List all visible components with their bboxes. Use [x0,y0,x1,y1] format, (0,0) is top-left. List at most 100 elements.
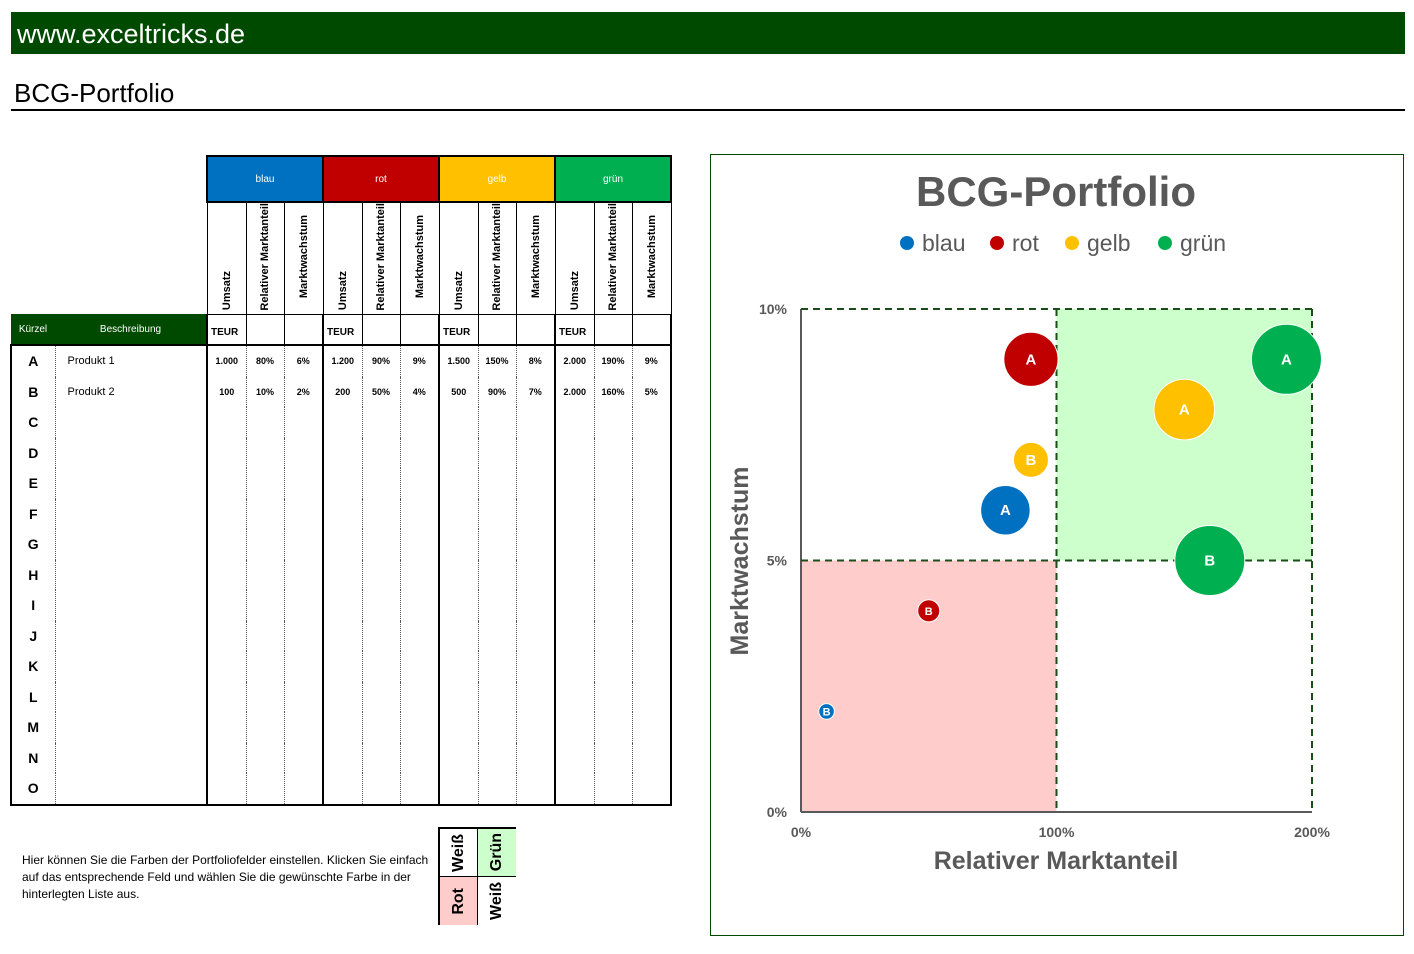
row-value-cell[interactable] [361,620,400,652]
row-value-cell[interactable] [283,559,323,591]
row-value-cell[interactable] [361,590,400,621]
row-value-cell[interactable] [322,529,362,560]
row-value-cell[interactable] [399,559,439,591]
row-value-cell[interactable] [554,498,594,530]
row-value-cell[interactable]: 9% [399,345,439,377]
row-value-cell[interactable] [554,681,594,713]
row-value-cell[interactable] [206,773,246,806]
row-value-cell[interactable] [206,712,246,743]
row-beschreibung[interactable] [54,773,208,806]
quadrant-color-top-right[interactable]: Grün [478,829,516,877]
row-value-cell[interactable] [593,498,632,530]
row-value-cell[interactable] [206,651,246,682]
row-value-cell[interactable] [399,651,439,682]
row-value-cell[interactable]: 9% [631,345,672,377]
bubble-rot-A[interactable] [1003,331,1059,387]
row-value-cell[interactable] [593,681,632,713]
row-value-cell[interactable] [399,498,439,530]
row-value-cell[interactable]: 1.200 [322,345,362,377]
row-value-cell[interactable] [399,742,439,774]
row-value-cell[interactable] [438,773,478,806]
bubble-rot-B[interactable] [917,599,941,623]
row-value-cell[interactable] [631,559,672,591]
row-value-cell[interactable] [245,681,284,713]
row-value-cell[interactable] [477,742,516,774]
row-value-cell[interactable] [245,651,284,682]
row-value-cell[interactable] [554,437,594,469]
row-value-cell[interactable] [206,529,246,560]
row-value-cell[interactable] [554,651,594,682]
bubble-grün-A[interactable] [1250,323,1322,395]
row-value-cell[interactable] [477,468,516,499]
row-beschreibung[interactable] [54,468,208,499]
row-value-cell[interactable] [593,468,632,499]
row-value-cell[interactable] [206,681,246,713]
row-value-cell[interactable] [438,742,478,774]
row-value-cell[interactable] [206,559,246,591]
row-beschreibung[interactable]: Produkt 2 [54,376,208,408]
row-value-cell[interactable] [631,437,672,469]
quadrant-color-bottom-left[interactable]: Rot [440,877,478,925]
row-value-cell[interactable] [593,529,632,560]
row-value-cell[interactable] [515,529,555,560]
row-value-cell[interactable] [322,468,362,499]
row-value-cell[interactable] [322,590,362,621]
row-value-cell[interactable] [593,773,632,806]
row-value-cell[interactable] [361,407,400,438]
row-value-cell[interactable] [515,773,555,806]
row-beschreibung[interactable] [54,529,208,560]
row-value-cell[interactable]: 190% [593,345,632,377]
row-value-cell[interactable] [283,651,323,682]
row-value-cell[interactable] [245,712,284,743]
row-value-cell[interactable] [631,742,672,774]
row-value-cell[interactable] [206,742,246,774]
row-beschreibung[interactable] [54,620,208,652]
row-value-cell[interactable] [322,651,362,682]
row-beschreibung[interactable] [54,712,208,743]
row-value-cell[interactable] [361,712,400,743]
row-value-cell[interactable] [245,773,284,806]
row-value-cell[interactable] [438,590,478,621]
row-value-cell[interactable] [515,468,555,499]
row-value-cell[interactable]: 7% [515,376,555,408]
row-value-cell[interactable] [361,498,400,530]
row-value-cell[interactable] [515,437,555,469]
row-value-cell[interactable] [438,620,478,652]
row-value-cell[interactable] [206,437,246,469]
row-value-cell[interactable] [438,529,478,560]
row-value-cell[interactable] [631,498,672,530]
row-value-cell[interactable] [515,620,555,652]
row-value-cell[interactable] [322,712,362,743]
row-value-cell[interactable] [593,742,632,774]
row-value-cell[interactable] [283,742,323,774]
row-value-cell[interactable] [515,498,555,530]
row-beschreibung[interactable] [54,559,208,591]
row-value-cell[interactable] [554,468,594,499]
row-value-cell[interactable] [593,407,632,438]
bubble-blau-A[interactable] [980,484,1031,536]
row-value-cell[interactable] [438,407,478,438]
row-value-cell[interactable] [245,437,284,469]
row-beschreibung[interactable] [54,681,208,713]
row-value-cell[interactable] [322,742,362,774]
row-value-cell[interactable]: 50% [361,376,400,408]
row-value-cell[interactable] [554,529,594,560]
row-value-cell[interactable] [283,681,323,713]
row-value-cell[interactable]: 500 [438,376,478,408]
row-value-cell[interactable] [593,651,632,682]
row-value-cell[interactable] [283,590,323,621]
row-value-cell[interactable] [399,773,439,806]
row-value-cell[interactable] [593,437,632,469]
row-value-cell[interactable] [283,498,323,530]
row-value-cell[interactable] [438,498,478,530]
row-value-cell[interactable] [361,773,400,806]
row-value-cell[interactable] [245,498,284,530]
row-value-cell[interactable] [245,407,284,438]
row-value-cell[interactable] [477,620,516,652]
row-beschreibung[interactable] [54,590,208,621]
row-value-cell[interactable] [631,620,672,652]
row-value-cell[interactable] [631,712,672,743]
row-value-cell[interactable] [322,437,362,469]
row-value-cell[interactable] [515,651,555,682]
bubble-gelb-A[interactable] [1153,378,1216,441]
